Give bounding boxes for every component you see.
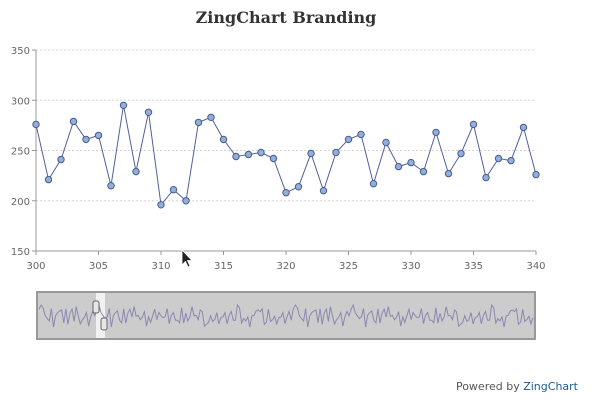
data-point[interactable] <box>57 155 65 164</box>
data-point[interactable] <box>444 169 453 178</box>
data-point[interactable] <box>219 135 228 144</box>
data-point[interactable] <box>232 152 240 161</box>
x-tick-label: 315 <box>214 261 233 272</box>
data-point[interactable] <box>32 120 40 129</box>
powered-by-credit[interactable]: Powered by ZingChart <box>456 380 578 393</box>
data-point[interactable] <box>107 182 115 190</box>
data-point[interactable] <box>194 118 203 127</box>
x-axis-ticks: 300 305 310 315 320 325 330 335 340 <box>26 251 546 272</box>
data-point[interactable] <box>419 167 428 176</box>
preview-left-handle[interactable] <box>92 300 100 314</box>
y-tick-label: 250 <box>11 147 30 158</box>
x-tick-label: 330 <box>401 261 420 272</box>
data-point[interactable] <box>344 135 353 144</box>
data-point[interactable] <box>269 154 278 163</box>
y-tick-label: 350 <box>11 46 30 57</box>
x-tick-label: 310 <box>151 261 170 272</box>
data-point[interactable] <box>319 187 328 195</box>
data-point[interactable] <box>357 130 365 139</box>
data-point[interactable] <box>282 189 290 197</box>
data-point[interactable] <box>82 135 90 144</box>
chart-title: ZingChart Branding <box>196 8 377 27</box>
data-point[interactable] <box>507 156 515 165</box>
data-point[interactable] <box>532 170 540 179</box>
data-point[interactable] <box>394 162 403 171</box>
data-point[interactable] <box>519 123 528 132</box>
preview-background[interactable] <box>36 291 536 340</box>
data-point[interactable] <box>257 148 265 157</box>
data-point[interactable] <box>44 175 53 184</box>
x-tick-label: 320 <box>276 261 295 272</box>
preview-series-line <box>38 303 534 328</box>
grid <box>36 49 536 202</box>
preview-right-handle[interactable] <box>100 317 108 331</box>
credit-brand-link[interactable]: ZingChart <box>523 380 578 393</box>
data-point[interactable] <box>332 148 340 157</box>
data-point[interactable] <box>244 150 253 159</box>
mouse-cursor-icon <box>181 249 193 268</box>
data-point[interactable] <box>469 120 478 129</box>
data-point[interactable] <box>132 167 140 176</box>
data-point[interactable] <box>494 154 503 163</box>
data-point[interactable] <box>169 186 178 194</box>
x-tick-label: 305 <box>89 261 108 272</box>
x-tick-label: 335 <box>464 261 483 272</box>
data-point[interactable] <box>457 149 465 158</box>
series[interactable] <box>32 101 540 209</box>
data-point[interactable] <box>144 108 153 117</box>
data-point[interactable] <box>294 183 303 191</box>
data-point[interactable] <box>69 117 78 126</box>
data-point[interactable] <box>482 173 490 182</box>
y-tick-label: 300 <box>11 96 30 107</box>
data-point[interactable] <box>369 180 378 188</box>
data-point[interactable] <box>207 113 215 122</box>
x-tick-label: 325 <box>339 261 358 272</box>
preview-selection-window[interactable] <box>96 293 105 338</box>
data-point[interactable] <box>157 201 165 209</box>
data-point[interactable] <box>382 138 390 147</box>
x-tick-label: 340 <box>526 261 545 272</box>
x-tick-label: 300 <box>26 261 45 272</box>
y-tick-label: 200 <box>11 197 30 208</box>
data-point[interactable] <box>119 101 128 110</box>
data-point[interactable] <box>407 158 415 167</box>
data-point[interactable] <box>182 197 190 205</box>
y-axis-ticks: 150 200 250 300 350 <box>11 46 36 258</box>
preview-navigator[interactable] <box>36 291 536 340</box>
data-point[interactable] <box>432 128 440 137</box>
credit-prefix: Powered by <box>455 380 524 393</box>
data-point[interactable] <box>307 149 315 158</box>
y-tick-label: 150 <box>11 247 30 258</box>
data-point[interactable] <box>94 131 103 140</box>
